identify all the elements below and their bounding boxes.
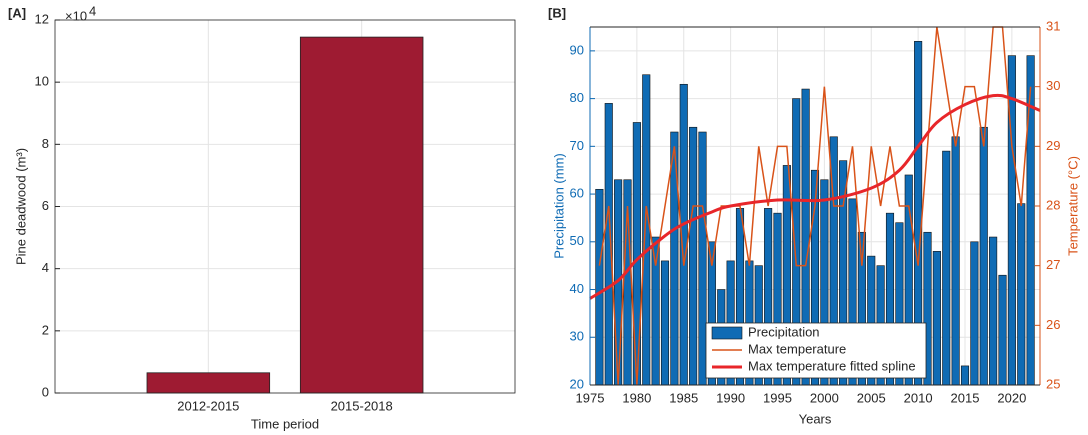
bar [951, 136, 960, 386]
line [598, 26, 1032, 386]
y-tick-label: 40 [570, 281, 584, 296]
bar [651, 236, 660, 386]
x-tick-label: 2015 [951, 390, 980, 405]
bar [960, 365, 970, 386]
y-tick-label: 10 [35, 74, 49, 89]
x-tick-label: 1980 [622, 390, 651, 405]
y-exponent-base: ×10 [65, 8, 87, 23]
y-tick-label: 20 [570, 376, 584, 391]
x-tick-label: 2020 [997, 390, 1026, 405]
bar [970, 241, 979, 386]
y-tick-label: 70 [570, 138, 584, 153]
x-axis-label: Time period [251, 416, 319, 431]
bar [932, 251, 941, 386]
y-tick-label: 80 [570, 90, 584, 105]
y-tick-label: 4 [42, 260, 49, 275]
y2-tick-label: 31 [1046, 18, 1060, 33]
x-tick-label: 2010 [904, 390, 933, 405]
panel-label: [A] [8, 5, 26, 20]
y2-tick-label: 27 [1046, 257, 1060, 272]
x-tick-label: 2005 [857, 390, 886, 405]
x-tick-label: 1985 [669, 390, 698, 405]
bar [595, 188, 604, 386]
x-tick-label: 2000 [810, 390, 839, 405]
y2-tick-label: 30 [1046, 78, 1060, 93]
y-axis-label: Pine deadwood (m³) [13, 148, 28, 265]
bar [998, 274, 1007, 386]
y2-axis-label: Temperature (°C) [1065, 156, 1080, 256]
y-tick-label: 60 [570, 186, 584, 201]
spline-line [589, 93, 1041, 300]
y2-tick-label: 26 [1046, 317, 1060, 332]
bar [642, 74, 651, 386]
legend-label: Max temperature [748, 341, 846, 356]
x-tick-label: 1990 [716, 390, 745, 405]
y2-tick-label: 25 [1046, 376, 1060, 391]
y-tick-label: 30 [570, 329, 584, 344]
y2-tick-label: 28 [1046, 197, 1060, 212]
axes-box [54, 19, 516, 394]
x-tick-label: 2012-2015 [177, 398, 239, 413]
bar [989, 236, 998, 386]
bar [979, 126, 988, 386]
legend-box [705, 322, 927, 379]
x-tick-label: 2015-2018 [331, 398, 393, 413]
y-tick-label: 6 [42, 198, 49, 213]
panel-label: [B] [548, 5, 566, 20]
x-axis-label: Years [799, 411, 832, 426]
x-tick-label: 1995 [763, 390, 792, 405]
bar [670, 131, 679, 386]
bar [1017, 203, 1026, 386]
bar [942, 150, 951, 386]
y-axis-label: Precipitation (mm) [551, 153, 566, 258]
y-tick-label: 8 [42, 136, 49, 151]
y2-tick-label: 29 [1046, 138, 1060, 153]
y-tick-label: 2 [42, 322, 49, 337]
bar [146, 372, 271, 394]
y-tick-label: 12 [35, 11, 49, 26]
bar [299, 36, 424, 394]
x-tick-label: 1975 [576, 390, 605, 405]
bar [698, 131, 707, 386]
y-tick-label: 0 [42, 384, 49, 399]
y-tick-label: 90 [570, 42, 584, 57]
bar [689, 126, 698, 386]
legend-label: Max temperature fitted spline [748, 358, 916, 373]
bar [660, 260, 670, 386]
legend-swatch [711, 326, 743, 340]
y-exponent-power: 4 [89, 3, 96, 18]
y-tick-label: 50 [570, 233, 584, 248]
legend-label: Precipitation [748, 324, 820, 339]
